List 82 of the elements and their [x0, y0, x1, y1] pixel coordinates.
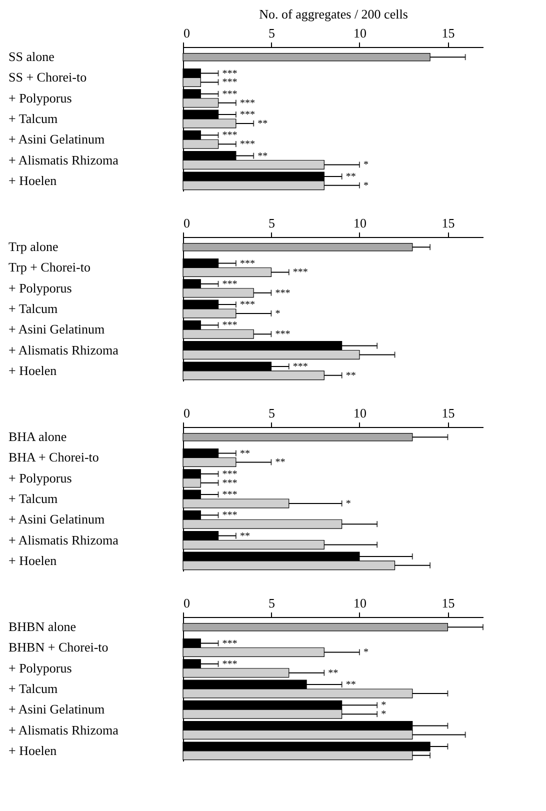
annotation: *** [275, 288, 290, 299]
x-tick-label: 15 [442, 596, 455, 610]
annotation: *** [222, 130, 238, 142]
y-tick-label: + Alismatis Rhizoma [8, 532, 119, 548]
y-tick-label: + Hoelen [8, 362, 58, 378]
y-tick-label: + Asini Gelatinum [8, 512, 105, 527]
annotation: * [363, 647, 368, 658]
annotation: ** [258, 150, 268, 162]
y-tick-label: + Alismatis Rhizoma [8, 722, 119, 738]
annotation: *** [222, 478, 238, 489]
y-tick-label: + Talcum [8, 681, 58, 696]
annotation: *** [222, 88, 238, 100]
y-tick-label: + Alismatis Rhizoma [8, 152, 119, 168]
x-tick-label: 10 [353, 26, 366, 40]
annotation: * [346, 498, 351, 510]
annotation: *** [222, 510, 238, 522]
annotation: *** [222, 320, 238, 332]
x-tick-label: 5 [268, 406, 275, 420]
y-tick-label: + Polyporus [8, 470, 72, 486]
annotation: ** [328, 668, 338, 679]
annotation: *** [292, 267, 308, 278]
y-tick-label: + Talcum [8, 301, 58, 316]
annotation: ** [346, 171, 356, 182]
annotation: *** [240, 258, 255, 270]
annotation: *** [222, 278, 238, 290]
y-tick-label: BHBN alone [8, 619, 76, 634]
y-tick-label: SS alone [8, 49, 55, 64]
annotation: * [363, 180, 368, 192]
x-tick-label: 0 [184, 406, 190, 420]
y-tick-label: Trp alone [8, 239, 58, 254]
annotation: *** [240, 139, 255, 150]
x-tick-label: 5 [268, 596, 275, 610]
annotation: *** [292, 361, 308, 372]
y-tick-label: + Alismatis Rhizoma [8, 342, 119, 358]
annotation: *** [240, 98, 255, 109]
x-tick-label: 0 [184, 596, 190, 610]
y-tick-label: + Asini Gelatinum [8, 702, 105, 717]
annotation: *** [240, 110, 255, 121]
annotation: ** [240, 448, 250, 460]
annotation: ** [240, 530, 250, 542]
annotation: ** [258, 118, 268, 130]
annotation: *** [222, 658, 238, 670]
x-tick-label: 10 [353, 596, 366, 610]
annotation: ** [346, 370, 356, 382]
x-tick-label: 10 [353, 216, 366, 230]
annotation: ** [275, 457, 286, 468]
annotation: * [381, 700, 386, 712]
annotation: ** [346, 680, 356, 691]
y-tick-label: Trp + Chorei-to [8, 260, 90, 275]
y-tick-label: BHBN + Chorei-to [8, 640, 108, 655]
y-tick-label: + Hoelen [8, 742, 58, 758]
x-axis-title: No. of aggregates / 200 cells [259, 6, 408, 22]
x-tick-label: 10 [353, 406, 366, 420]
annotation: * [275, 308, 280, 320]
y-tick-label: + Hoelen [8, 552, 58, 568]
x-tick-label: 5 [268, 216, 275, 230]
y-tick-label: + Asini Gelatinum [8, 322, 105, 337]
x-tick-label: 5 [268, 26, 275, 40]
annotation: *** [275, 329, 290, 340]
annotation: * [363, 160, 368, 171]
y-tick-label: SS + Chorei-to [8, 70, 87, 85]
y-tick-label: + Asini Gelatinum [8, 132, 105, 147]
annotation: *** [222, 77, 238, 88]
x-tick-label: 0 [184, 26, 190, 40]
x-tick-label: 0 [184, 216, 190, 230]
x-tick-label: 15 [442, 216, 455, 230]
x-tick-label: 15 [442, 406, 455, 420]
y-tick-label: BHA alone [8, 429, 67, 444]
annotation: *** [240, 300, 255, 311]
annotation: *** [222, 638, 238, 650]
y-tick-label: BHA + Chorei-to [8, 450, 99, 465]
y-tick-label: + Polyporus [8, 280, 72, 296]
x-tick-label: 15 [442, 26, 455, 40]
annotation: * [381, 709, 386, 720]
y-tick-label: + Polyporus [8, 660, 72, 676]
y-tick-label: + Talcum [8, 491, 58, 506]
y-tick-label: + Talcum [8, 111, 58, 126]
annotation: *** [222, 490, 238, 501]
annotation: *** [222, 468, 238, 480]
y-tick-label: + Polyporus [8, 90, 72, 106]
annotation: *** [222, 68, 238, 80]
y-tick-label: + Hoelen [8, 172, 58, 188]
